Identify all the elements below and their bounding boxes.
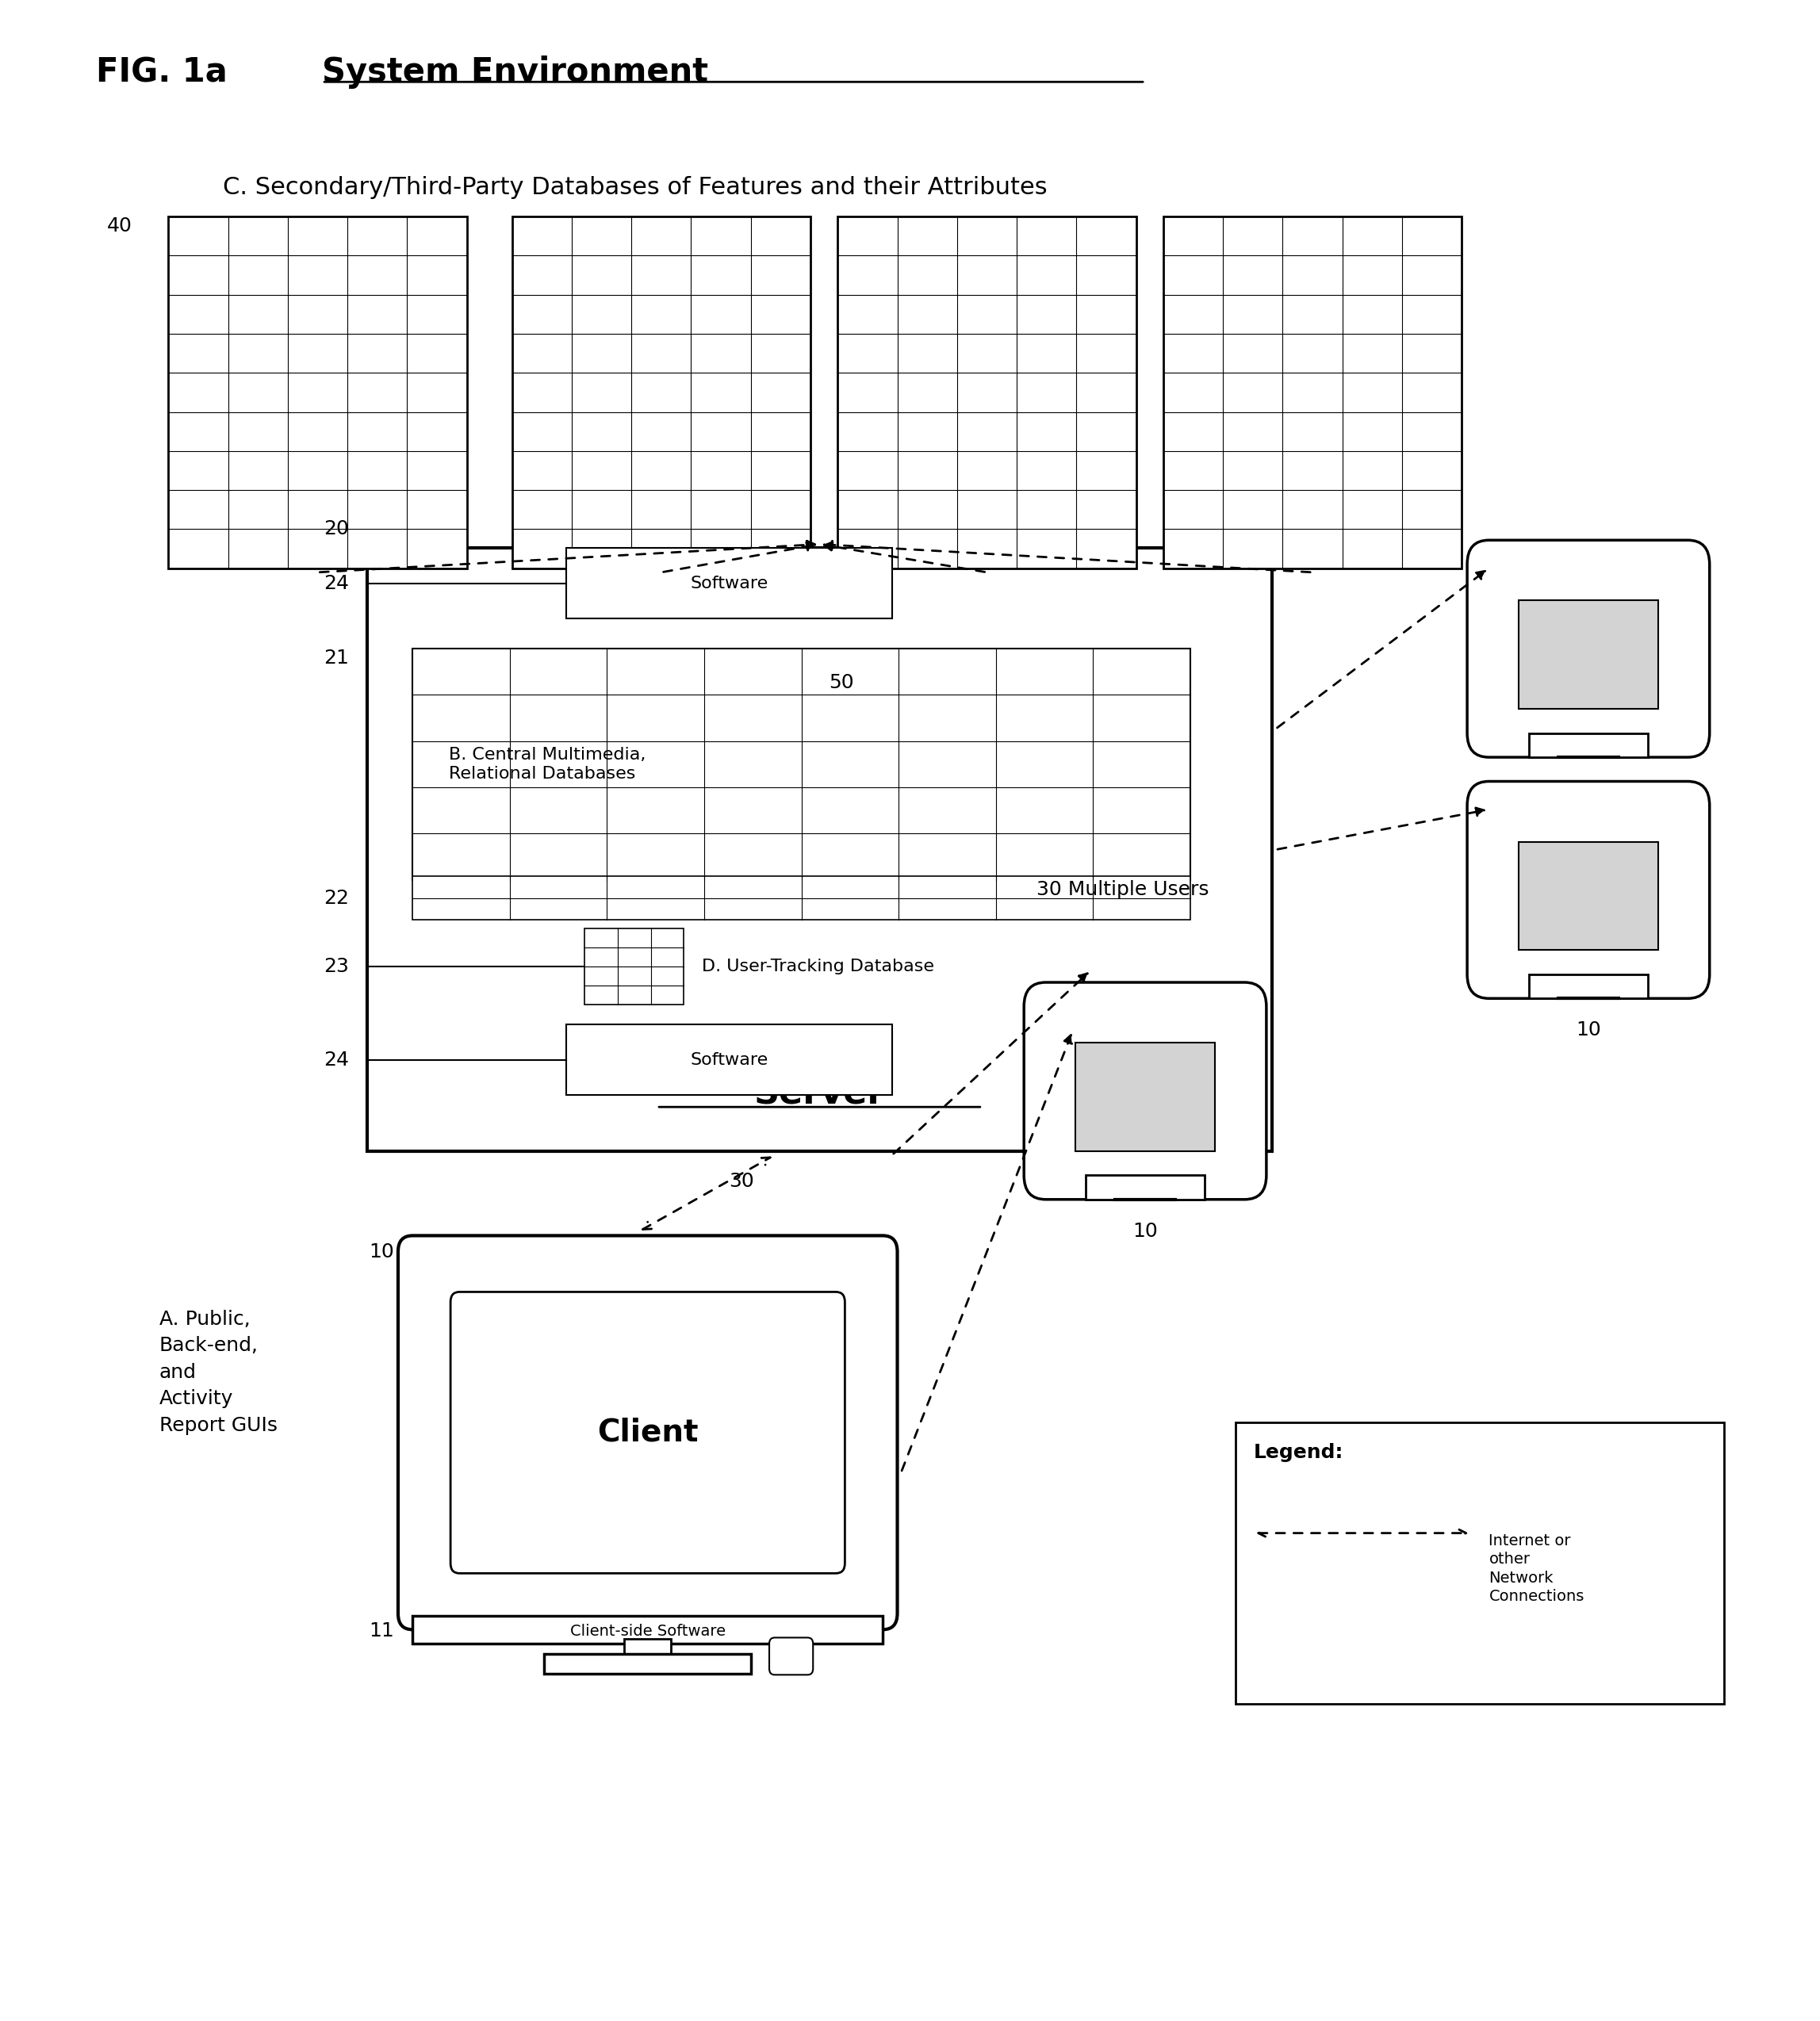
Bar: [413, 1617, 883, 1643]
Text: 50: 50: [828, 673, 854, 691]
FancyBboxPatch shape: [399, 1235, 897, 1629]
Text: D. User-Tracking Database: D. User-Tracking Database: [703, 958, 934, 974]
Text: 24: 24: [324, 574, 349, 592]
Text: 10: 10: [1576, 1021, 1602, 1039]
Text: 22: 22: [324, 889, 349, 907]
FancyBboxPatch shape: [770, 1637, 814, 1675]
Text: System Environment: System Environment: [322, 57, 708, 89]
Bar: [511, 216, 810, 568]
Text: 30 Multiple Users: 30 Multiple Users: [1037, 881, 1208, 899]
Text: B. Central Multimedia,
Relational Databases: B. Central Multimedia, Relational Databa…: [450, 748, 646, 782]
Text: 10: 10: [1132, 1221, 1158, 1241]
Bar: [167, 216, 466, 568]
Bar: [1518, 600, 1658, 709]
Text: Software: Software: [690, 1051, 768, 1067]
Text: 23: 23: [324, 956, 349, 976]
Bar: [368, 548, 1272, 1152]
Text: FIG. 1a: FIG. 1a: [96, 57, 228, 89]
Text: 10: 10: [369, 1243, 395, 1261]
Text: 20: 20: [324, 519, 349, 538]
Bar: [1529, 734, 1649, 758]
Bar: [624, 1639, 672, 1653]
Text: Client-side Software: Client-side Software: [570, 1623, 726, 1639]
FancyBboxPatch shape: [451, 1291, 844, 1572]
Text: Server: Server: [753, 1077, 885, 1112]
Bar: [837, 216, 1136, 568]
Text: 24: 24: [324, 1051, 349, 1069]
Text: 30: 30: [730, 1172, 753, 1190]
Text: Client: Client: [597, 1417, 699, 1447]
FancyBboxPatch shape: [1467, 782, 1709, 998]
Bar: [413, 649, 1190, 879]
Text: 21: 21: [324, 649, 349, 667]
Text: 10: 10: [1576, 780, 1602, 798]
FancyBboxPatch shape: [1467, 540, 1709, 758]
Bar: [413, 875, 1190, 920]
Text: Software: Software: [690, 576, 768, 592]
Bar: [1076, 1043, 1214, 1152]
Bar: [1518, 841, 1658, 950]
Bar: [1236, 1423, 1724, 1704]
FancyBboxPatch shape: [1025, 982, 1267, 1198]
Text: Internet or
other
Network
Connections: Internet or other Network Connections: [1489, 1534, 1585, 1605]
Text: 11: 11: [369, 1621, 395, 1641]
Text: A. Public,
Back-end,
and
Activity
Report GUIs: A. Public, Back-end, and Activity Report…: [160, 1310, 277, 1435]
Bar: [544, 1653, 752, 1673]
Bar: [566, 548, 892, 618]
Text: Legend:: Legend:: [1254, 1443, 1343, 1461]
Text: C. Secondary/Third-Party Databases of Features and their Attributes: C. Secondary/Third-Party Databases of Fe…: [222, 176, 1046, 200]
Bar: [1529, 974, 1649, 998]
Bar: [1163, 216, 1461, 568]
Bar: [566, 1025, 892, 1095]
Bar: [1085, 1176, 1205, 1198]
Text: 40: 40: [107, 216, 133, 236]
Bar: [584, 928, 684, 1004]
